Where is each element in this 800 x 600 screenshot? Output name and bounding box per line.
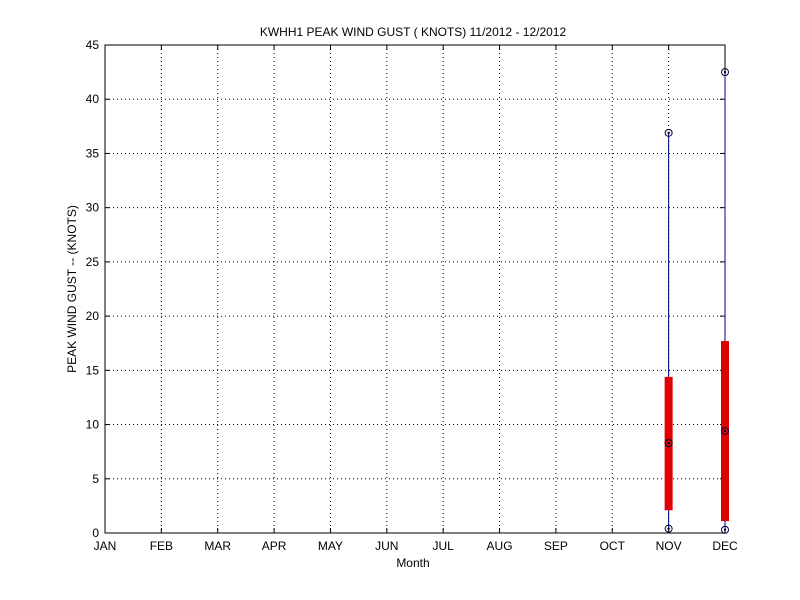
y-tick-label: 5 [92,472,99,486]
x-tick-label: DEC [712,539,738,553]
box-nov [664,128,673,533]
min-marker-dot [667,527,670,530]
median-marker-dot [667,441,670,445]
x-axis-label: Month [396,556,429,570]
y-tick-label: 35 [86,146,100,160]
x-axis: JAN FEB MAR APR MAY JUN JUL AUG SEP OCT NOV DEC [94,45,738,553]
max-marker-dot [723,70,727,74]
y-axis-label: PEAK WIND GUST -- (KNOTS) [65,205,79,373]
min-marker [721,525,729,534]
plot-area-frame [104,44,726,534]
min-marker-dot [723,528,727,531]
x-tick-label: JUN [375,539,398,553]
median-marker-dot [723,429,727,433]
x-tick-label: APR [262,539,287,553]
x-tick-label: MAR [204,539,231,553]
y-tick-label: 25 [86,255,100,269]
x-tick-label: FEB [150,539,173,553]
x-tick-label: NOV [656,539,682,553]
x-tick-label: AUG [487,539,513,553]
y-tick-label: 40 [86,92,100,106]
x-tick-label: MAY [318,539,343,553]
grid-lines [105,45,725,533]
y-tick-label: 20 [86,309,100,323]
max-marker-dot [667,131,670,135]
min-marker [664,524,673,533]
box-dec [721,68,729,534]
median-marker [664,438,673,447]
x-tick-label: OCT [600,539,626,553]
median-marker [721,427,729,436]
y-tick-label: 15 [86,363,100,377]
y-tick-label: 45 [86,38,100,52]
y-tick-label: 30 [86,201,100,215]
max-marker [721,68,729,77]
y-tick-label: 10 [86,418,100,432]
x-tick-label: JUL [433,539,455,553]
max-marker [664,128,673,137]
y-axis: 0 5 10 15 20 25 30 35 40 45 [86,38,725,540]
x-tick-label: SEP [544,539,568,553]
box-series [664,68,729,534]
chart-title: KWHH1 PEAK WIND GUST ( KNOTS) 11/2012 - … [260,25,567,39]
x-tick-label: JAN [94,539,117,553]
y-tick-label: 0 [92,526,99,540]
